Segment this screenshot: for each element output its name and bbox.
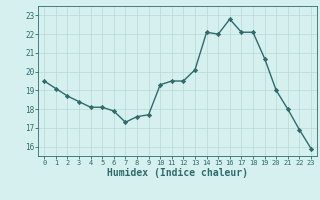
X-axis label: Humidex (Indice chaleur): Humidex (Indice chaleur): [107, 168, 248, 178]
